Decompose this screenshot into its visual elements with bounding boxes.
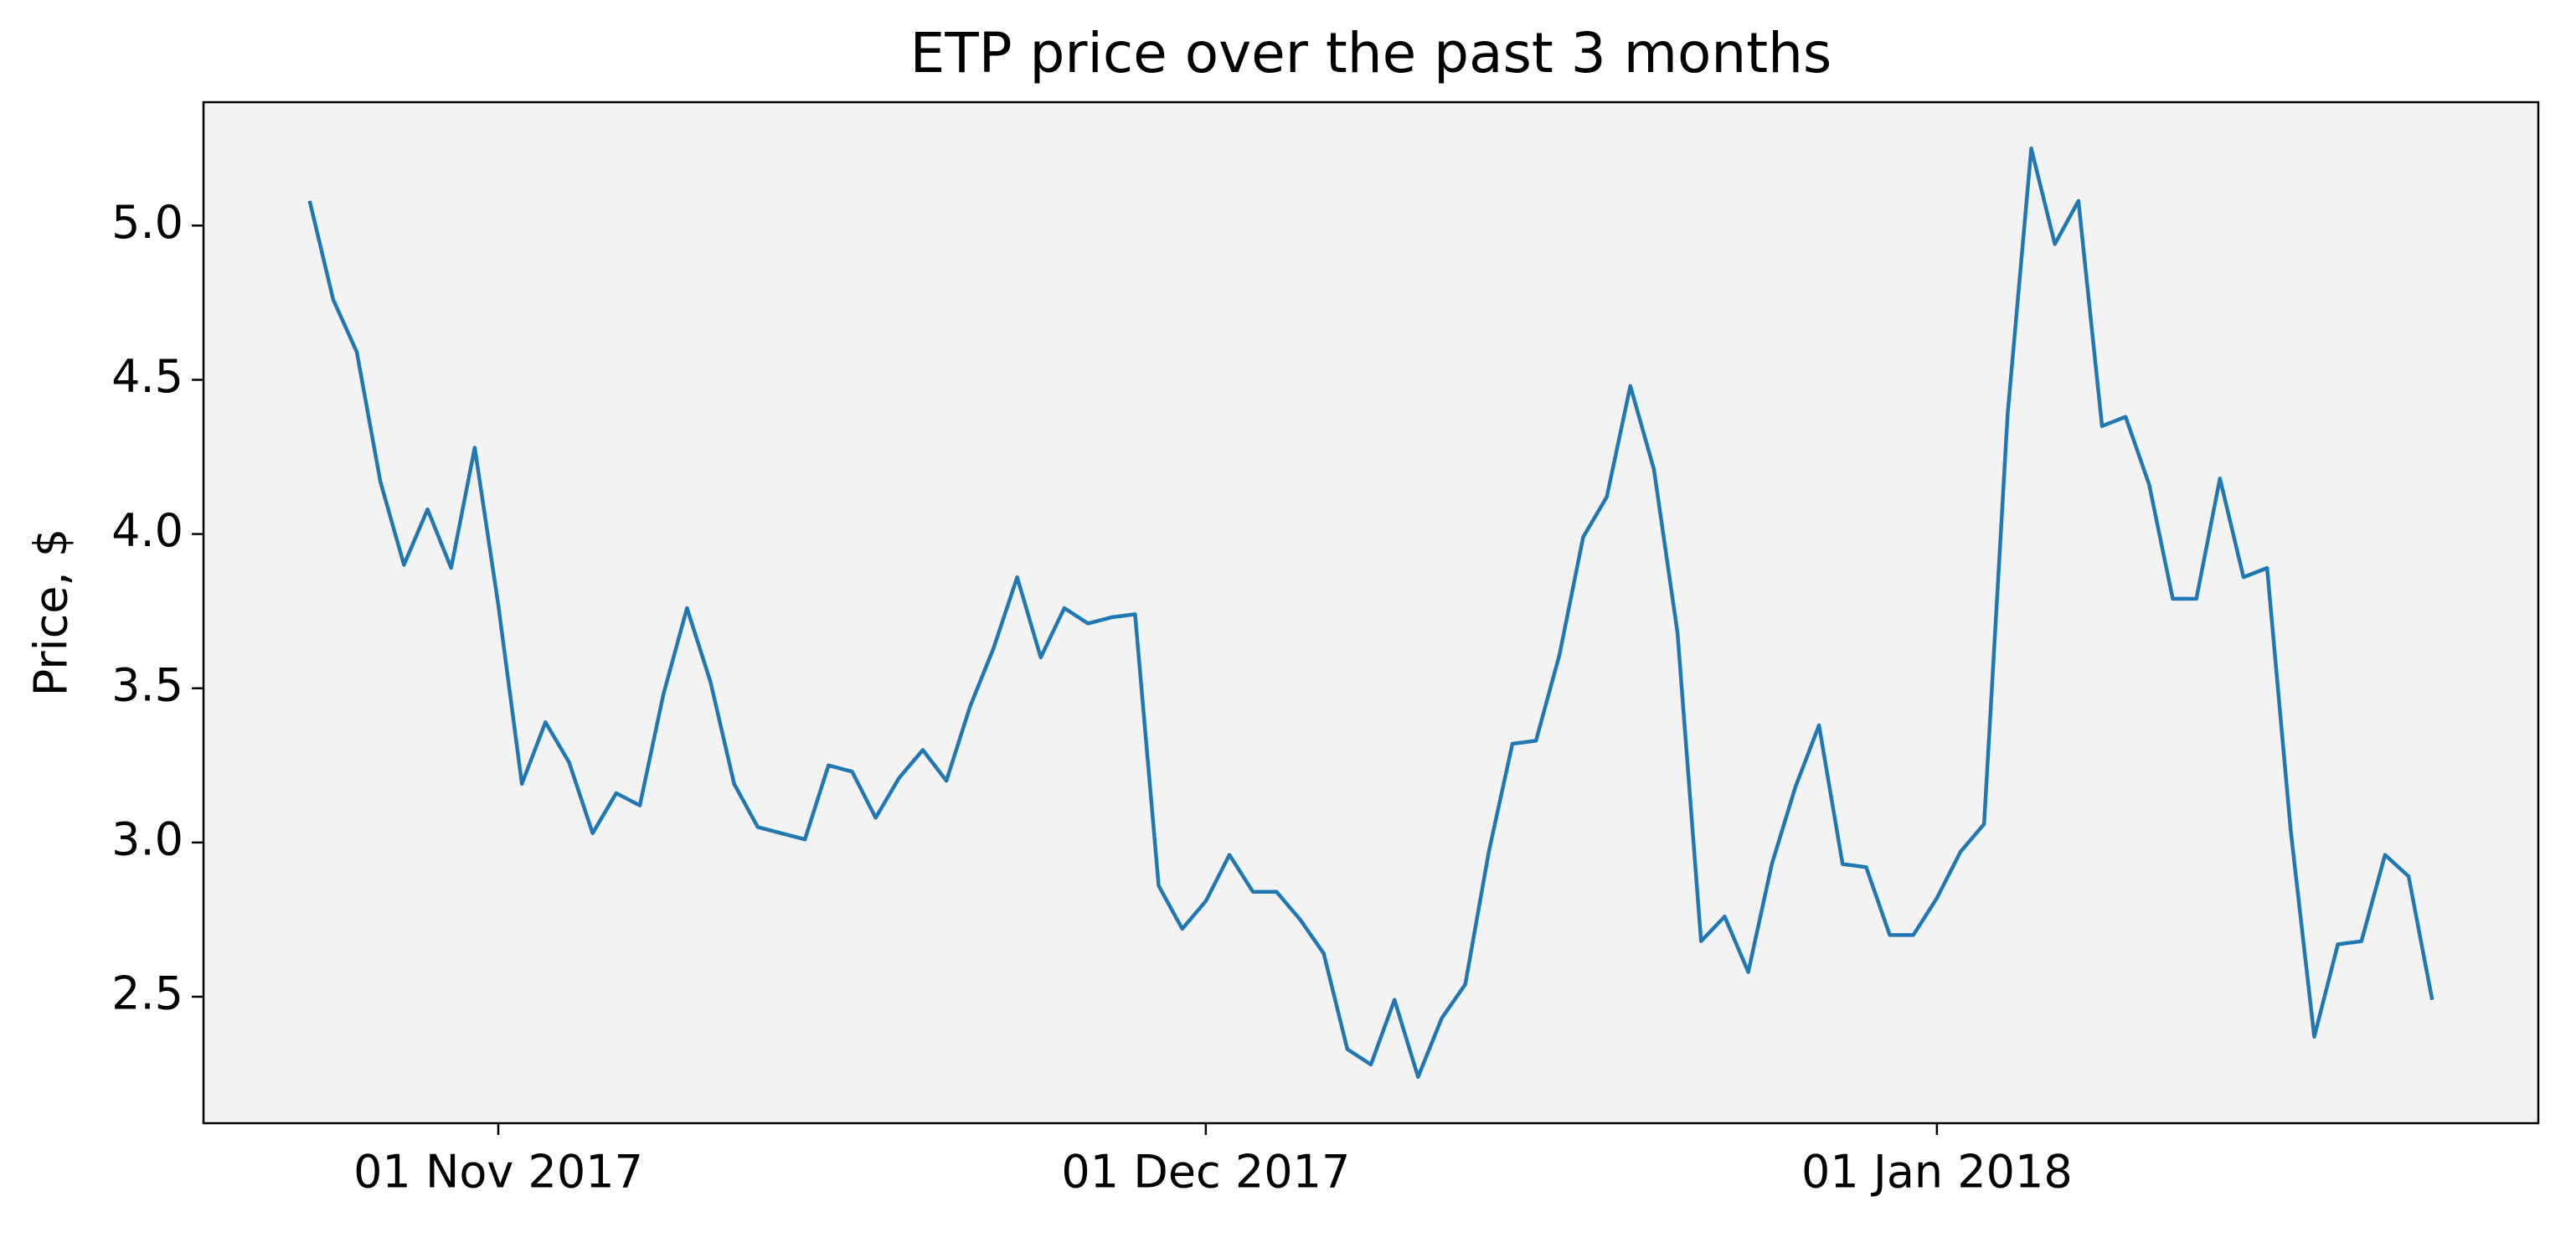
chart-title: ETP price over the past 3 months xyxy=(910,21,1832,85)
plot-frame xyxy=(202,101,2540,1125)
y-tick-label: 4.5 xyxy=(111,350,183,403)
y-tick-label: 2.5 xyxy=(111,967,183,1020)
x-tick-label: 01 Dec 2017 xyxy=(1061,1146,1350,1199)
x-tick-label: 01 Nov 2017 xyxy=(353,1146,643,1199)
x-tick-label: 01 Jan 2018 xyxy=(1801,1146,2073,1199)
plot-background xyxy=(204,102,2538,1123)
y-tick-label: 3.0 xyxy=(111,813,183,866)
y-tick-label: 3.5 xyxy=(111,658,183,711)
y-axis-label: Price, $ xyxy=(25,529,78,696)
y-tick-label: 4.0 xyxy=(111,504,183,557)
price-line xyxy=(307,146,2434,1080)
y-tick-label: 5.0 xyxy=(111,196,183,249)
